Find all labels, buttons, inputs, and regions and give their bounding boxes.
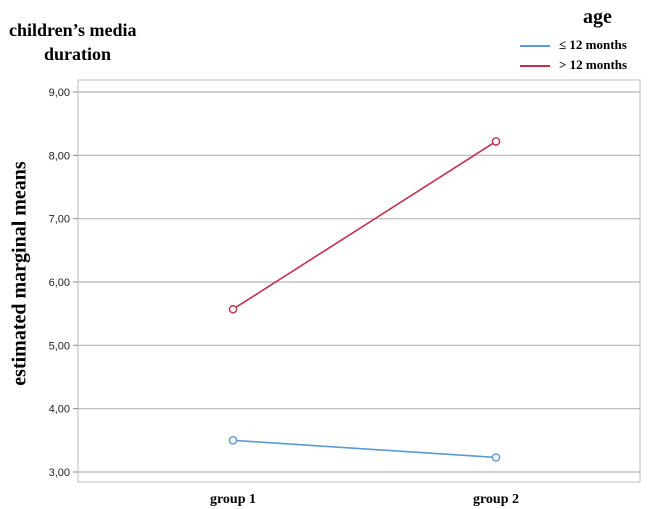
series-1-point-0	[228, 304, 238, 314]
y-tick-label-0: 3,00	[49, 467, 70, 479]
y-tick-label-5: 8,00	[49, 150, 70, 162]
y-tick-label-2: 5,00	[49, 340, 70, 352]
series-1-point-1	[491, 137, 501, 146]
y-tick-label-6: 9,00	[49, 87, 70, 99]
series-0-point-0	[228, 436, 238, 445]
x-category-label-1: group 2	[473, 492, 519, 507]
y-tick-label-1: 4,00	[49, 404, 70, 416]
y-tick-label-3: 6,00	[49, 277, 70, 289]
series-line-1	[232, 140, 497, 310]
chart-title-line-1: children’s media	[9, 20, 137, 40]
legend-label-le12: ≤ 12 months	[559, 37, 627, 52]
legend-label-gt12: > 12 months	[559, 57, 628, 72]
legend-swatch-le12	[520, 45, 550, 47]
series-0-point-1	[491, 453, 501, 462]
legend-title: age	[583, 6, 612, 28]
chart-title-line-2: duration	[44, 44, 112, 64]
x-category-label-0: group 1	[210, 492, 256, 507]
y-tick-label-4: 7,00	[49, 214, 70, 226]
legend-swatch-gt12	[520, 65, 550, 67]
plot-frame	[77, 79, 641, 483]
series-line-0	[232, 439, 497, 459]
